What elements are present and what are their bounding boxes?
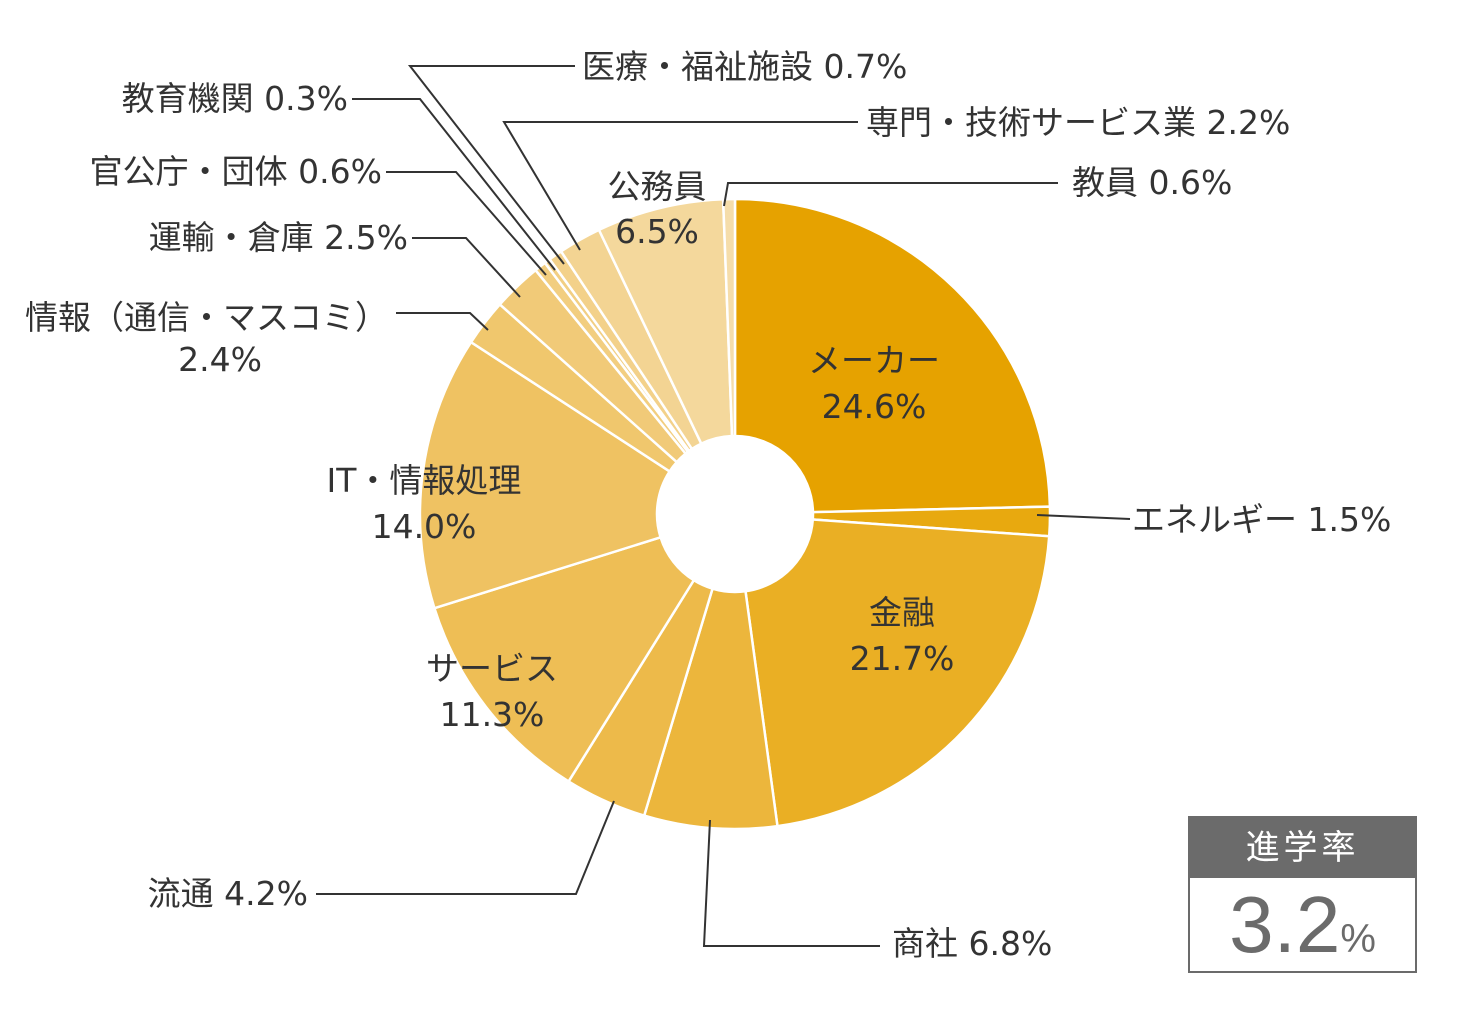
leader-medical: [407, 65, 575, 265]
advancement-rate-box: 進学率 3.2%: [1188, 816, 1417, 973]
leader-energy: [1036, 514, 1131, 520]
label-it-1: 14.0%: [372, 507, 477, 546]
label-service-1: 11.3%: [440, 695, 545, 734]
label-energy-0: エネルギー 1.5%: [1132, 500, 1391, 539]
leader-info: [396, 312, 489, 331]
advancement-rate-value: 3.2: [1229, 880, 1341, 969]
advancement-rate-title: 進学率: [1190, 818, 1415, 878]
label-transport-0: 運輸・倉庫 2.5%: [149, 218, 408, 257]
leader-transport: [412, 237, 521, 298]
label-shosha-0: 商社 6.8%: [892, 924, 1052, 963]
label-finance-0: 金融: [869, 593, 935, 632]
label-ryutsu-0: 流通 4.2%: [148, 874, 308, 913]
label-maker-1: 24.6%: [822, 387, 927, 426]
leader-edu: [352, 98, 556, 271]
leader-teacher: [723, 182, 1058, 207]
label-civil-1: 6.5%: [615, 212, 699, 251]
label-civil-0: 公務員: [608, 167, 707, 206]
leader-ryutsu: [316, 800, 615, 895]
pie-slice-2: [744, 518, 1051, 828]
leader-pro: [502, 121, 858, 251]
pie-slice-5: [432, 535, 696, 784]
label-gov-0: 官公庁・団体 0.6%: [90, 152, 382, 191]
label-finance-1: 21.7%: [850, 639, 955, 678]
label-teacher-0: 教員 0.6%: [1072, 163, 1232, 202]
label-info-0: 情報（通信・マスコミ）: [25, 298, 388, 337]
label-edu-0: 教育機関 0.3%: [122, 79, 348, 118]
pie-slice-0: [733, 197, 1052, 514]
pie-slice-3: [642, 587, 779, 831]
pie-slice-14: [721, 197, 737, 438]
label-medical-0: 医療・福祉施設 0.7%: [582, 47, 907, 86]
label-service-0: サービス: [426, 649, 558, 688]
leader-gov: [386, 171, 547, 276]
label-info-1: 2.4%: [178, 340, 262, 379]
label-pro-0: 専門・技術サービス業 2.2%: [866, 103, 1290, 142]
label-maker-0: メーカー: [808, 341, 940, 380]
advancement-rate-value-row: 3.2%: [1190, 878, 1415, 995]
label-it-0: IT・情報処理: [327, 461, 522, 500]
leader-shosha: [702, 819, 880, 947]
advancement-rate-unit: %: [1340, 917, 1376, 961]
pie-slice-6: [418, 340, 672, 610]
